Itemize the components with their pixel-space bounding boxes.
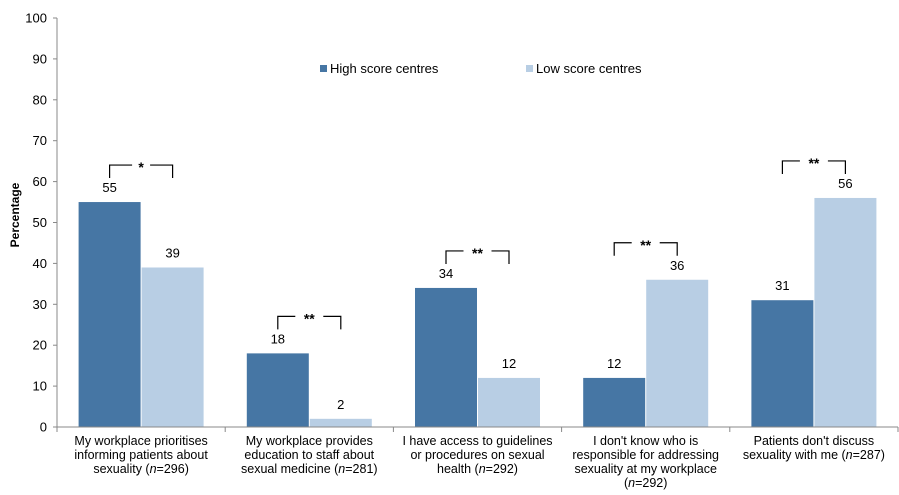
x-category-label: My workplace provides education to staff …: [241, 434, 378, 476]
y-tick-label: 50: [33, 215, 47, 230]
data-label: 12: [607, 356, 621, 371]
legend-swatch: [320, 65, 327, 72]
significance-bracket: [277, 315, 342, 330]
significance-label: *: [138, 159, 144, 175]
bar-low-score: [141, 267, 204, 427]
legend-label: High score centres: [330, 61, 439, 76]
significance-label: **: [640, 237, 651, 253]
y-tick-label: 30: [33, 297, 47, 312]
bar-low-score: [478, 377, 540, 427]
significance-bracket: [613, 242, 678, 256]
bar-high-score: [78, 202, 141, 427]
bar-low-score: [646, 279, 709, 427]
y-tick-label: 90: [33, 51, 47, 66]
x-category-label: I have access to guidelines or procedures…: [402, 434, 552, 476]
y-tick-label: 20: [33, 338, 47, 353]
data-label: 2: [337, 397, 344, 412]
data-label: 55: [102, 180, 116, 195]
x-axis: My workplace prioritises informing patien…: [56, 426, 899, 490]
bar-low-score: [309, 418, 372, 427]
data-label: 31: [775, 278, 789, 293]
significance-bracket: [445, 250, 510, 264]
data-label: 18: [271, 331, 285, 346]
x-category-label: My workplace prioritises informing patien…: [74, 434, 208, 476]
significance-label: **: [472, 245, 483, 261]
y-tick-label: 0: [40, 420, 47, 435]
data-label: 36: [670, 258, 684, 273]
data-label: 12: [502, 356, 516, 371]
x-category-label: Patients don't discuss sexuality with me …: [743, 434, 885, 462]
data-label: 39: [165, 245, 179, 260]
x-category-label: I don't know who is responsible for addre…: [572, 434, 719, 490]
y-axis-title: Percentage: [8, 182, 22, 247]
y-tick-label: 40: [33, 256, 47, 271]
y-tick-label: 10: [33, 379, 47, 394]
legend-swatch: [526, 65, 533, 72]
legend-label: Low score centres: [536, 61, 642, 76]
value-labels: 55 39 18 2 34 12 12 36 31 56: [102, 176, 852, 412]
bar-low-score: [814, 197, 877, 427]
y-tick-label: 100: [25, 11, 47, 26]
significance-markers: *********: [109, 155, 846, 330]
y-tick-label: 60: [33, 174, 47, 189]
bar-high-score: [246, 353, 309, 427]
significance-label: **: [304, 310, 315, 326]
bar-high-score: [751, 300, 814, 427]
y-tick-label: 70: [33, 133, 47, 148]
bar-high-score: [415, 287, 477, 427]
bars: [78, 197, 877, 427]
significance-bracket: [109, 164, 174, 179]
data-label: 34: [439, 266, 453, 281]
bar-high-score: [583, 377, 646, 427]
significance-label: **: [808, 155, 819, 171]
y-axis: 0 10 20 30 40 50 60 70 80 90 100: [25, 11, 58, 435]
y-tick-label: 80: [33, 92, 47, 107]
significance-bracket: [781, 160, 846, 174]
data-label: 56: [838, 176, 852, 191]
legend: High score centres Low score centres: [320, 61, 642, 76]
